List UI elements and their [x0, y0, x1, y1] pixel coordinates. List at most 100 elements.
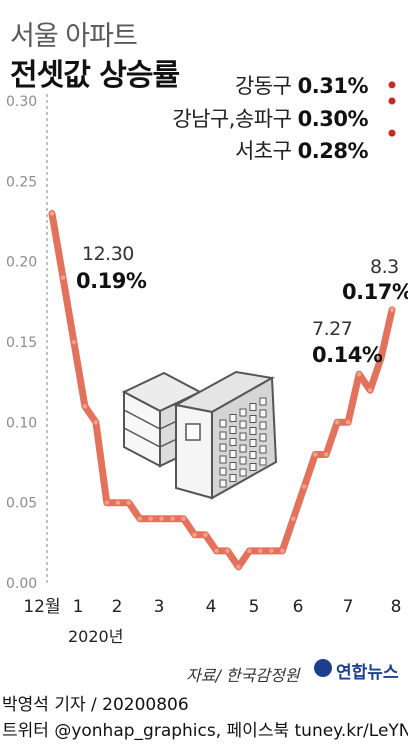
credit-line: 박영석 기자 / 20200806 — [2, 695, 189, 715]
data-point — [323, 452, 329, 457]
building-window — [239, 432, 247, 441]
building-window — [229, 474, 237, 482]
data-point — [291, 516, 296, 521]
data-point — [214, 548, 219, 554]
data-point — [356, 371, 362, 377]
point-label-date: 7.27 — [312, 318, 353, 340]
district-point — [388, 97, 396, 105]
building-window — [239, 456, 247, 465]
building-window — [249, 403, 257, 411]
data-point — [334, 420, 340, 425]
building-window — [229, 414, 237, 422]
point-label-date: 8.3 — [370, 256, 399, 278]
y-tick-label: 0.10 — [6, 415, 37, 431]
data-point — [170, 516, 175, 521]
building-window — [259, 409, 267, 418]
building-window — [219, 443, 227, 452]
building-window — [259, 457, 267, 466]
building-window — [219, 467, 227, 476]
data-point — [148, 516, 153, 521]
building-window — [239, 468, 247, 477]
chart-title-line1: 서울 아파트 — [10, 21, 138, 52]
data-point — [269, 548, 274, 554]
annotation-gangdong: 강동구 0.31% — [234, 70, 369, 100]
x-tick-label: 12월 — [23, 597, 60, 617]
district-point — [388, 81, 396, 89]
x-tick-label: 4 — [206, 597, 217, 617]
y-tick-label: 0.20 — [6, 255, 37, 271]
building-window — [229, 426, 237, 434]
building-window — [249, 439, 257, 447]
data-point — [345, 420, 351, 425]
data-point — [60, 275, 66, 280]
building-window — [259, 445, 267, 454]
data-point — [49, 211, 55, 216]
building-window — [219, 479, 227, 488]
apartment-building-illustration — [121, 370, 278, 500]
data-point — [82, 404, 88, 409]
data-point — [71, 339, 77, 345]
agency-logo-text: 연합뉴스 — [336, 663, 399, 683]
data-point — [378, 355, 384, 361]
data-point — [203, 532, 208, 537]
x-tick-label: 1 — [73, 597, 84, 617]
yonhap-logo-icon — [314, 659, 332, 677]
y-tick-label: 0.00 — [6, 576, 37, 592]
building-window — [249, 427, 257, 435]
data-point — [302, 484, 307, 489]
x-tick-label: 2 — [112, 597, 123, 617]
point-label-date: 12.30 — [82, 243, 134, 265]
point-label-value: 0.19% — [76, 269, 147, 293]
building-window — [259, 421, 267, 430]
data-point — [115, 500, 121, 505]
annotation-district: 강남구,송파구 — [172, 107, 292, 131]
building-window — [259, 397, 267, 406]
point-label-value: 0.17% — [342, 280, 408, 304]
data-point — [389, 307, 395, 313]
data-point — [137, 516, 142, 521]
building-window — [249, 463, 257, 471]
source-note: 자료/ 한국감정원 — [186, 666, 300, 685]
annotation-value: 0.30% — [297, 107, 369, 131]
building-window — [239, 420, 247, 429]
building-window — [259, 433, 267, 442]
x-tick-label: 3 — [154, 597, 165, 617]
data-point — [126, 500, 131, 505]
data-point — [93, 420, 99, 425]
building-window — [219, 419, 227, 428]
annotation-district: 서초구 — [234, 139, 292, 163]
annotation-value: 0.31% — [297, 74, 369, 98]
chart-title-line2: 전셋값 상승률 — [10, 58, 180, 93]
building-window — [249, 415, 257, 423]
building-window — [219, 455, 227, 464]
data-point — [159, 516, 164, 521]
y-tick-label: 0.15 — [6, 335, 37, 351]
y-tick-label: 0.30 — [6, 94, 37, 110]
annotation-district: 강동구 — [234, 74, 292, 98]
data-point — [280, 548, 285, 554]
y-tick-label: 0.25 — [6, 174, 37, 190]
building-window — [229, 450, 237, 458]
annotation-value: 0.28% — [297, 139, 369, 163]
data-point — [225, 548, 230, 554]
data-point — [258, 548, 263, 554]
y-tick-label: 0.05 — [6, 496, 37, 512]
social-credit-line: 트위터 @yonhap_graphics, 페이스북 tuney.kr/LeYN… — [2, 721, 408, 741]
building-window — [239, 408, 247, 417]
district-point — [388, 129, 396, 137]
x-year-label: 2020년 — [68, 627, 123, 646]
building-window — [219, 431, 227, 440]
data-point — [247, 548, 252, 554]
x-tick-label: 7 — [343, 597, 354, 617]
data-point — [104, 500, 110, 505]
data-point — [236, 564, 241, 570]
building-window — [229, 438, 237, 446]
data-point — [192, 532, 197, 537]
data-point — [181, 516, 186, 521]
annotation-seocho: 서초구 0.28% — [234, 135, 369, 165]
data-point — [367, 388, 373, 393]
building-window — [249, 451, 257, 459]
x-tick-label: 6 — [293, 597, 304, 617]
